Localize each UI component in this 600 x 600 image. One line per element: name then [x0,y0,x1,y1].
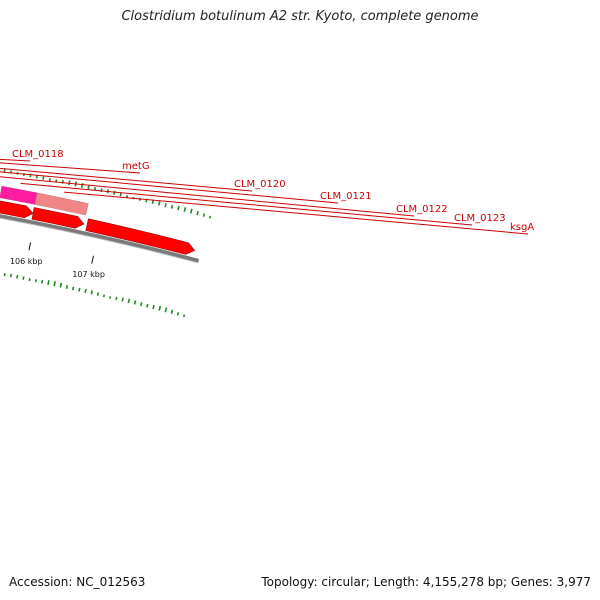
gc-tick-inner [65,284,69,289]
gc-tick-outer [164,203,167,208]
gc-tick-outer [196,210,199,216]
gc-tick-outer [87,185,90,190]
gc-tick-inner [78,287,81,292]
gc-tick-inner [152,304,155,310]
gc-tick-inner [176,312,180,316]
gene-label: metG [122,161,150,172]
kbp-scale: 99 kbp100 kbp101 kbp102 kbp103 kbp104 kb… [10,242,105,279]
gc-tick-inner [22,276,25,280]
kbp-tick-label: 107 kbp [72,270,105,279]
gene-feature-7 [34,192,89,216]
backbone-track [0,214,200,264]
backbone-line [0,214,200,263]
gc-tick-outer [119,192,122,197]
gene-label: CLM_0120 [234,179,286,190]
map-title: Clostridium botulinum A2 str. Kyoto, com… [121,9,479,24]
gene-feature-6 [0,185,38,205]
gc-tick-inner [71,286,75,291]
gc-tick-outer [183,207,187,212]
gene-label-leader [0,171,339,204]
gc-tick-inner [84,288,87,294]
cds-track [0,200,196,255]
gc-tick-outer [113,190,116,195]
gene-track [0,185,89,216]
gc-tick-inner [59,282,63,288]
gene-label-leader [20,182,473,226]
gene-label: ksgA [510,222,534,233]
gene-label-leader [0,176,415,217]
gc-tick-inner [139,302,143,307]
gene-label-leader [0,162,141,174]
gc-tick-inner [3,273,6,277]
gc-tick-inner [164,307,168,313]
gc-tick-outer [68,180,71,186]
gc-tick-inner [90,290,93,295]
gc-tick-inner [182,314,186,318]
gc-tick-inner [170,309,174,314]
gc-tick-outer [157,201,161,206]
gene-label: CLM_0121 [320,191,372,202]
kbp-tick-mark [28,242,32,251]
gc-tick-inner [96,292,100,296]
gc-tick-inner [127,298,131,304]
backbone-highlight [0,217,199,264]
gc-tick-inner [47,280,50,285]
gc-tick-inner [115,297,118,301]
gc-tick-outer [189,208,193,214]
gene-label-leader [63,191,529,235]
gc-tick-outer [48,178,51,182]
gene-label: CLM_0118 [12,149,64,160]
gene-label-layer: CLM_0118 metG CLM_0120 CLM_0121 CLM_0122 CLM_… [0,149,534,235]
cds-arrow-9 [85,218,196,255]
cds-arrow-7 [0,200,34,219]
gc-tick-outer [170,204,174,209]
gc-tick-inner [109,296,112,299]
gene-label-leader [0,167,253,192]
gc-tick-inner [34,279,37,283]
accession-text: Accession: NC_012563 [9,575,146,589]
gc-tick-inner [16,274,19,279]
gc-tick-inner [28,278,31,282]
gc-tick-outer [42,176,45,180]
gene-label: CLM_0122 [396,204,448,215]
cds-arrow-8 [31,207,85,229]
gc-tick-inner [121,297,124,302]
gc-tick-outer [209,215,212,219]
gc-tick-inner [146,303,149,308]
gc-tick-outer [202,213,206,217]
gc-tick-inner [102,294,106,298]
gene-label: CLM_0123 [454,213,506,224]
gc-tick-outer [80,183,84,188]
gc-tick-inner [40,279,44,284]
kbp-tick-mark [91,255,94,264]
gc-tick-inner [133,300,137,305]
gc-tick-inner [53,281,56,287]
genome-summary-text: Topology: circular; Length: 4,155,278 bp… [261,575,591,589]
gc-tick-inner [158,305,162,311]
gc-tick-inner [9,273,13,278]
kbp-tick-label: 106 kbp [10,257,43,266]
gc-tick-outer [177,206,180,211]
